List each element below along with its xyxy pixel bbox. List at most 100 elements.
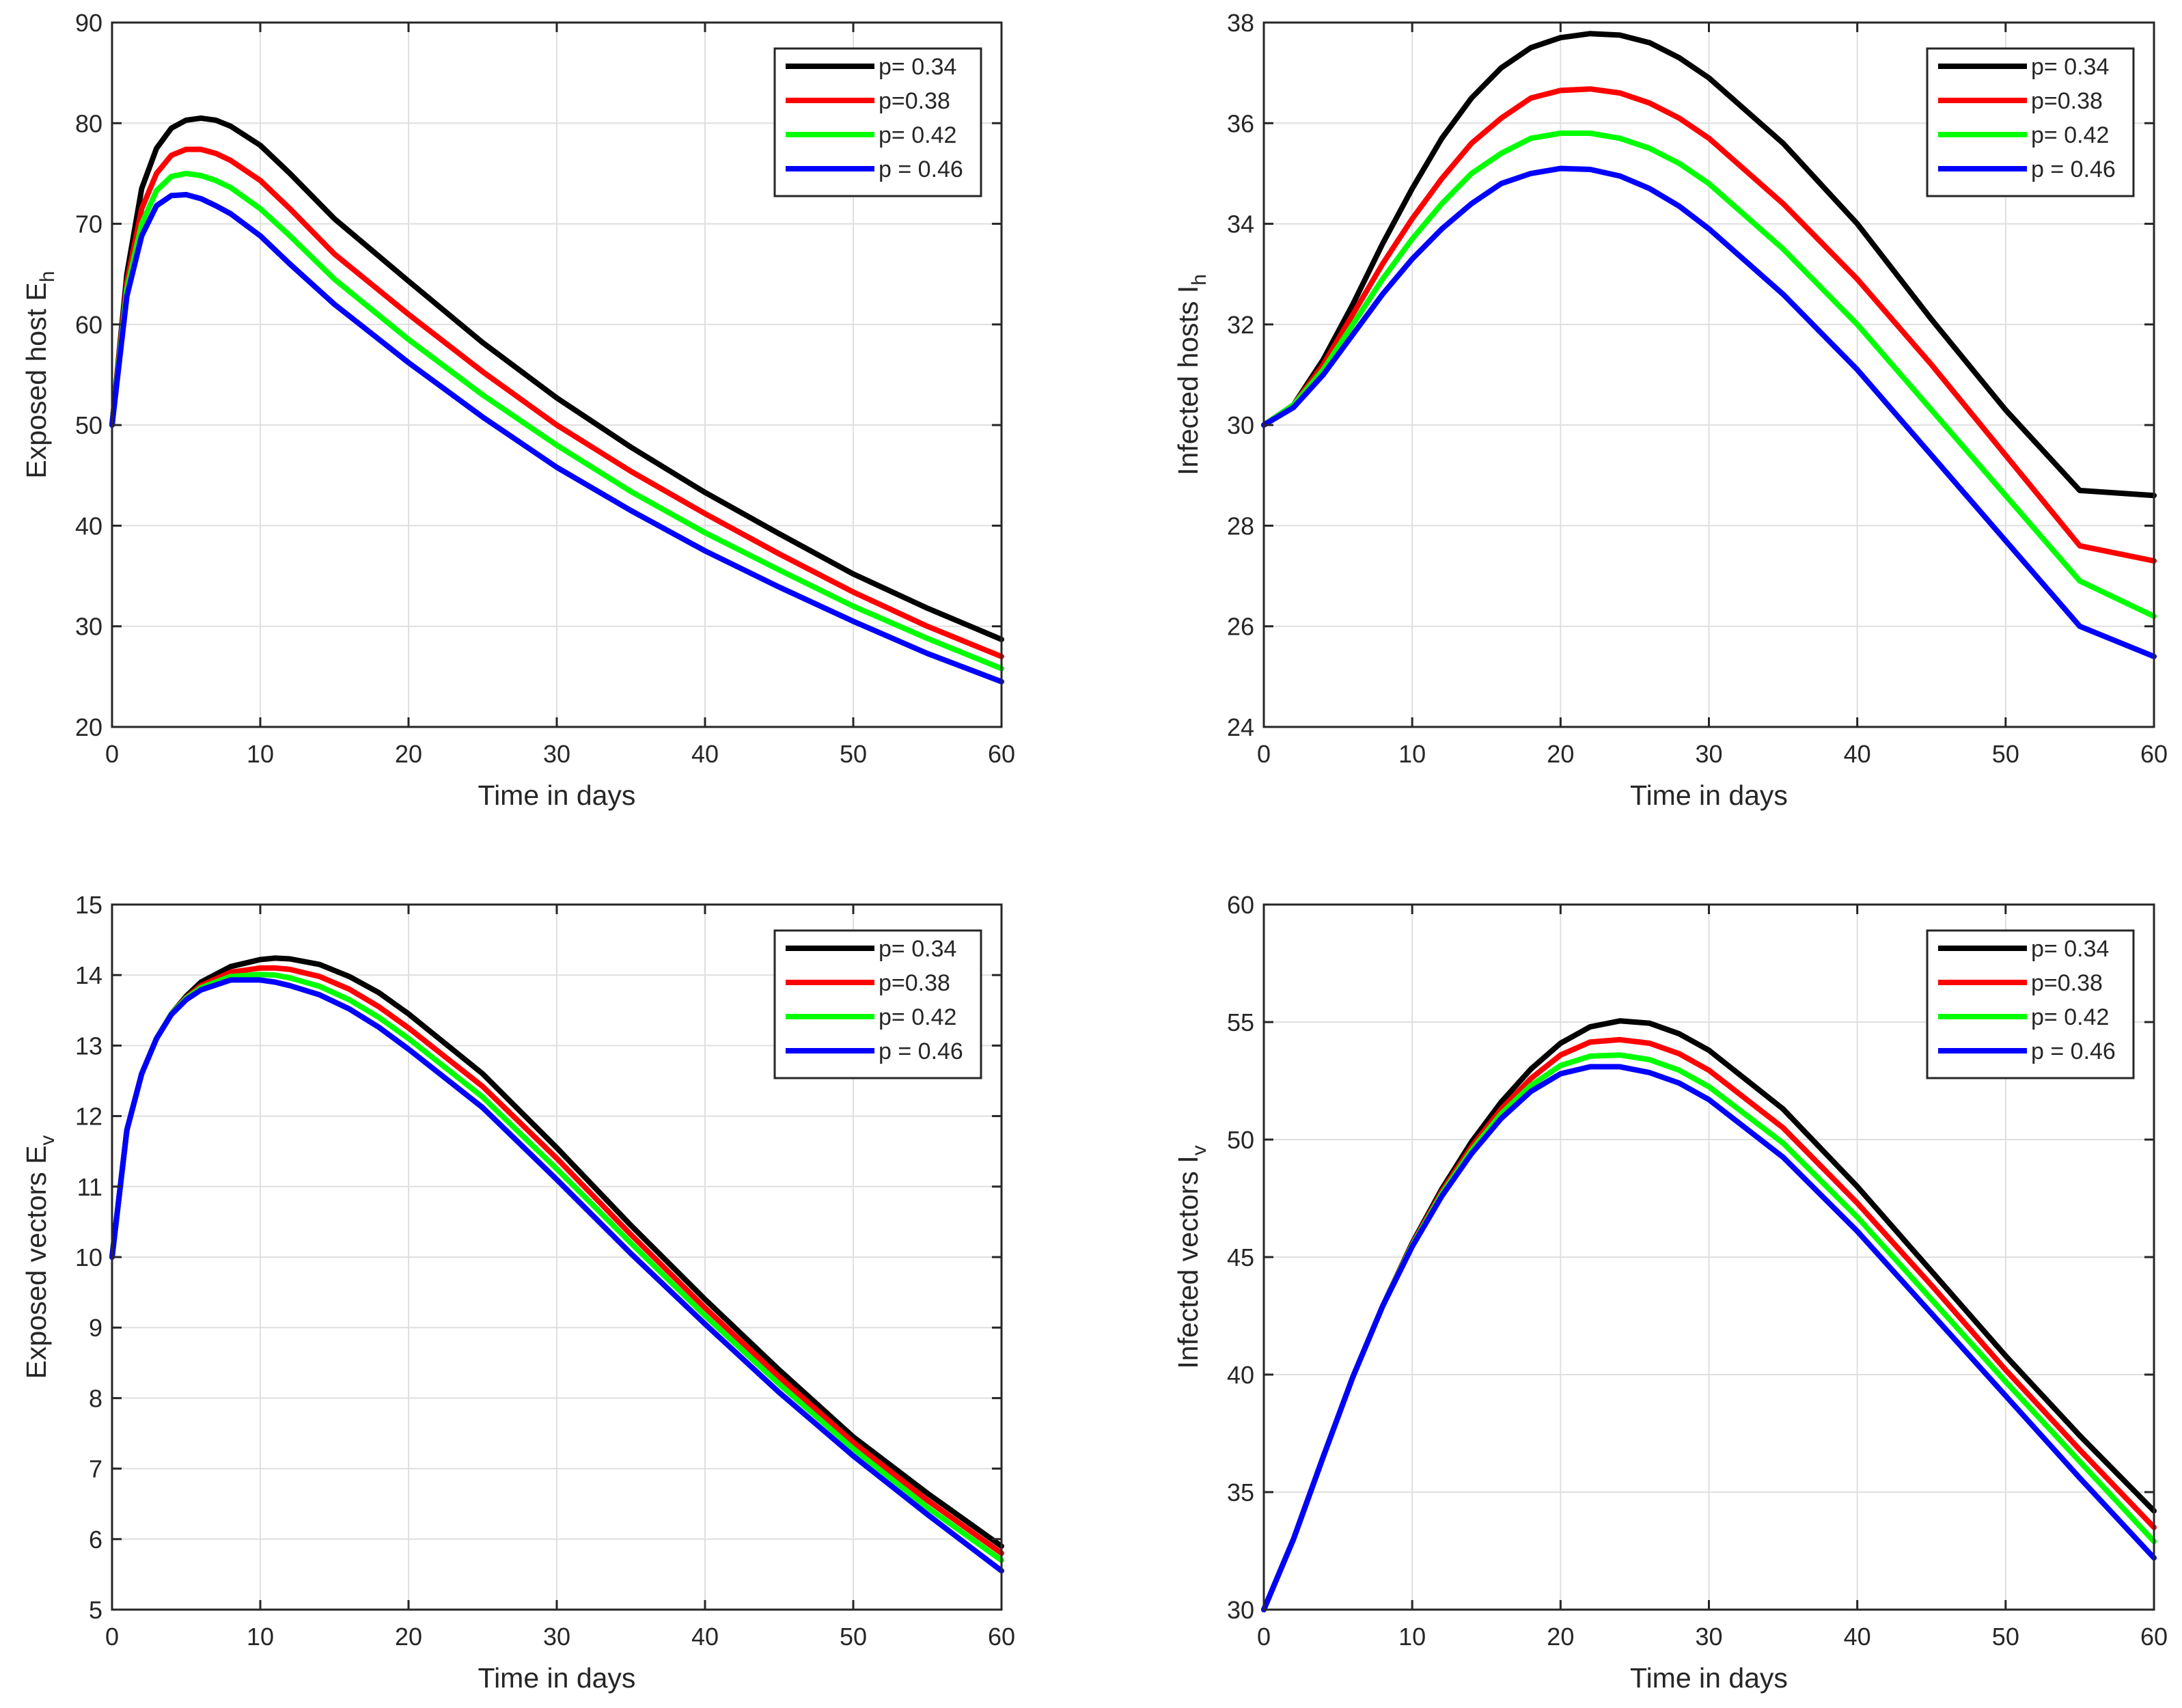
series-line-3 (109, 170, 1004, 672)
x-tick-label: 20 (395, 740, 422, 768)
x-tick-label: 20 (1547, 1623, 1574, 1651)
x-tick-label: 40 (691, 1623, 719, 1651)
y-tick-label: 30 (1227, 1596, 1254, 1624)
y-tick-label: 24 (1227, 713, 1254, 741)
chart-3: 0 10 20 30 40 50 60 5 6 7 8 9 10 11 12 13 14 15 Time in da… (20, 891, 1015, 1694)
series-line-4 (1261, 165, 2157, 659)
x-tick-label: 10 (1398, 1623, 1426, 1651)
y-tick-label: 30 (75, 613, 102, 641)
x-tick-label: 10 (247, 1623, 274, 1651)
series-line-1 (109, 115, 1004, 642)
x-tick-label: 50 (840, 740, 867, 768)
legend-label-1: p= 0.34 (879, 54, 956, 80)
legend-label-2: p=0.38 (879, 970, 950, 996)
y-tick-label: 40 (75, 512, 102, 540)
y-tick-label: 26 (1227, 613, 1254, 641)
x-tick-label: 0 (105, 1623, 119, 1651)
y-tick-label: 80 (75, 109, 102, 137)
y-tick-label: 8 (89, 1384, 102, 1412)
y-tick-label: 90 (75, 9, 102, 37)
legend-label-3: p= 0.42 (2031, 1004, 2109, 1030)
y-tick-label: 11 (77, 1173, 102, 1201)
chart-2: 0 10 20 30 40 50 60 24 26 28 30 32 34 36 38 Time in day… (1172, 9, 2168, 811)
x-tick-label: 30 (1695, 1623, 1722, 1651)
y-axis-label: Exposed host Eh (20, 271, 59, 479)
legend: p= 0.34 p=0.38 p= 0.42 p = 0.46 (773, 929, 982, 1079)
x-tick-label: 40 (1844, 740, 1871, 768)
x-tick-label: 40 (1844, 1623, 1871, 1651)
x-tick-label: 0 (1257, 1623, 1271, 1651)
x-tick-label: 60 (2140, 740, 2168, 768)
y-tick-label: 34 (1227, 210, 1254, 238)
y-tick-label: 45 (1227, 1243, 1254, 1271)
x-tick-label: 0 (1257, 740, 1271, 768)
y-tick-label: 28 (1227, 512, 1254, 540)
y-tick-label: 7 (89, 1455, 102, 1483)
legend-label-4: p = 0.46 (879, 156, 963, 182)
legend-label-4: p = 0.46 (2031, 156, 2116, 182)
legend-label-3: p= 0.42 (2031, 122, 2109, 148)
x-axis-label: Time in days (1630, 780, 1788, 811)
x-tick-label: 50 (840, 1623, 867, 1651)
x-tick-label: 20 (1547, 740, 1574, 768)
series-line-4 (109, 191, 1004, 685)
x-tick-label: 30 (543, 740, 570, 768)
legend-label-1: p= 0.34 (879, 936, 956, 962)
x-tick-label: 50 (1992, 740, 2019, 768)
x-tick-label: 60 (988, 740, 1015, 768)
legend: p= 0.34 p=0.38 p= 0.42 p = 0.46 (1926, 47, 2135, 197)
x-tick-label: 10 (1398, 740, 1426, 768)
x-axis-label: Time in days (1630, 1662, 1788, 1694)
y-tick-label: 60 (75, 311, 102, 339)
series-line-4 (109, 977, 1004, 1574)
legend: p= 0.34 p=0.38 p= 0.42 p = 0.46 (773, 47, 982, 197)
y-tick-label: 6 (89, 1526, 102, 1554)
legend: p= 0.34 p=0.38 p= 0.42 p = 0.46 (1926, 929, 2135, 1079)
x-tick-label: 40 (691, 740, 719, 768)
legend-label-1: p= 0.34 (2031, 936, 2109, 962)
y-tick-label: 70 (75, 210, 102, 238)
y-tick-label: 13 (75, 1032, 102, 1060)
x-tick-label: 60 (2140, 1623, 2168, 1651)
y-axis-label: Exposed vectors Ev (20, 1135, 59, 1379)
x-tick-label: 30 (1695, 740, 1722, 768)
legend-label-1: p= 0.34 (2031, 54, 2109, 80)
y-tick-label: 20 (75, 713, 102, 741)
x-tick-label: 10 (247, 740, 274, 768)
y-tick-label: 35 (1227, 1478, 1254, 1506)
y-tick-label: 38 (1227, 9, 1254, 37)
y-tick-label: 5 (89, 1596, 102, 1624)
y-tick-label: 9 (89, 1314, 102, 1342)
series-line-3 (1261, 130, 2157, 619)
series-line-2 (1261, 86, 2157, 564)
x-tick-label: 60 (988, 1623, 1015, 1651)
series-line-2 (109, 146, 1004, 659)
legend-label-4: p = 0.46 (879, 1038, 963, 1064)
x-tick-label: 30 (543, 1623, 570, 1651)
y-tick-label: 10 (75, 1243, 102, 1271)
series-line-4 (1261, 1064, 2157, 1612)
x-tick-label: 0 (105, 740, 119, 768)
y-tick-label: 50 (75, 411, 102, 439)
y-tick-label: 60 (1227, 891, 1254, 919)
chart-4: 0 10 20 30 40 50 60 30 35 40 45 50 55 60 Time in days I… (1172, 891, 2168, 1694)
y-axis-label: Infected hosts Ih (1172, 274, 1211, 476)
x-axis-label: Time in days (478, 780, 636, 811)
legend-label-4: p = 0.46 (2031, 1038, 2116, 1064)
y-tick-label: 32 (1227, 311, 1254, 339)
y-axis-label: Infected vectors Iv (1172, 1145, 1211, 1368)
y-tick-label: 15 (75, 891, 102, 919)
legend-label-3: p= 0.42 (879, 122, 956, 148)
y-tick-label: 36 (1227, 109, 1254, 137)
y-tick-label: 14 (75, 961, 102, 989)
chart-1: 0 10 20 30 40 50 60 20 30 40 50 60 70 80 90 Time in day… (20, 9, 1015, 811)
x-tick-label: 50 (1992, 1623, 2019, 1651)
y-tick-label: 40 (1227, 1361, 1254, 1389)
legend-label-2: p=0.38 (2031, 88, 2103, 114)
series-line-1 (1261, 31, 2157, 499)
x-axis-label: Time in days (478, 1662, 636, 1694)
y-tick-label: 55 (1227, 1008, 1254, 1036)
legend-label-3: p= 0.42 (879, 1004, 956, 1030)
y-tick-label: 50 (1227, 1126, 1254, 1154)
